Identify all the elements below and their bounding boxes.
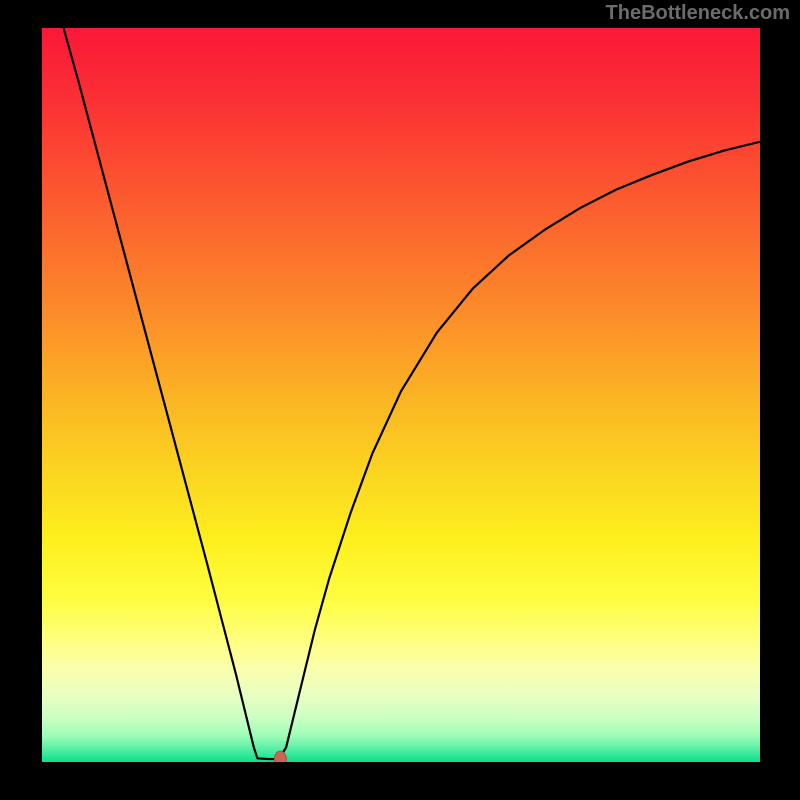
minimum-marker: [274, 751, 286, 762]
chart-svg: [42, 28, 760, 762]
chart-container: TheBottleneck.com: [0, 0, 800, 800]
watermark-label: TheBottleneck.com: [606, 2, 790, 25]
gradient-background: [42, 28, 760, 762]
plot-area: [42, 28, 760, 762]
